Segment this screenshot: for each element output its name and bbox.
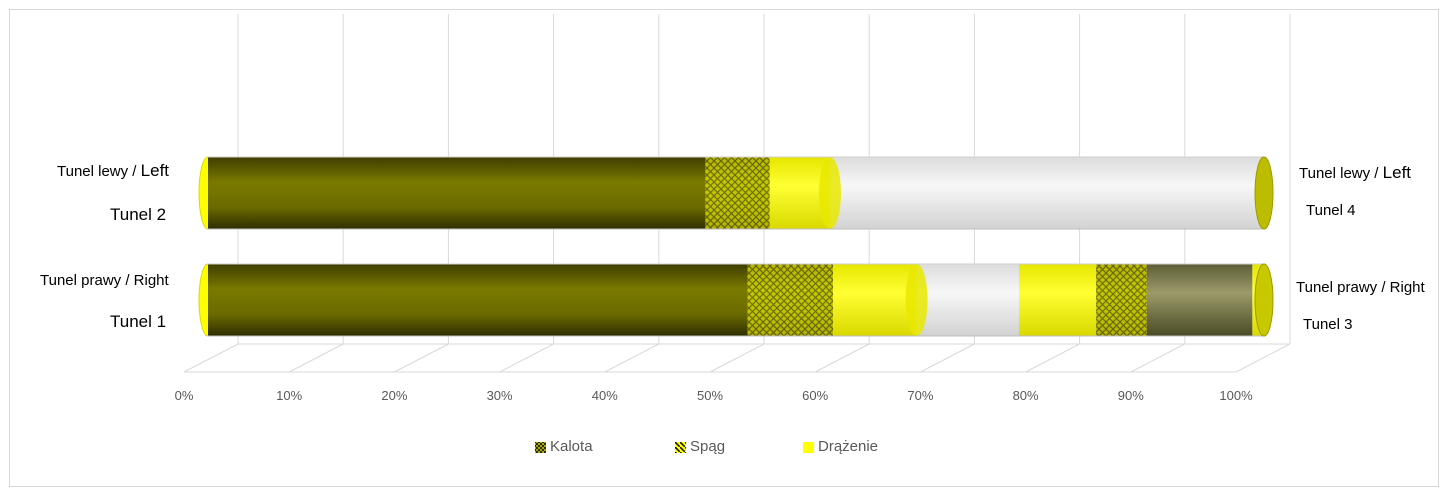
x-tick-label: 20% — [381, 388, 407, 403]
chart-frame — [9, 9, 1439, 487]
x-tick-label: 70% — [907, 388, 933, 403]
legend-swatch-drazenie — [803, 441, 814, 453]
legend-item-drazenie: Drążenie — [803, 437, 878, 457]
left-label-top-text: Tunel lewy / — [57, 163, 141, 180]
x-tick-label: 80% — [1013, 388, 1039, 403]
left-label-top-line1: Tunel lewy / Left — [57, 162, 169, 179]
bar-segment-shade — [747, 264, 834, 336]
gridline-floor — [604, 343, 660, 373]
x-tick-label: 10% — [276, 388, 302, 403]
bar-segment-shade — [1096, 264, 1147, 336]
legend-label-kalota: Kalota — [550, 438, 593, 455]
x-tick-label: 50% — [697, 388, 723, 403]
gridline-floor — [709, 343, 765, 373]
x-tick-label: 90% — [1118, 388, 1144, 403]
right-label-top-line2: Tunel 4 — [1306, 202, 1356, 219]
right-label-top-text-b: Left — [1382, 163, 1412, 182]
legend-item-spag: Spąg — [675, 437, 725, 457]
legend-label-drazenie: Drążenie — [818, 438, 879, 455]
gridline-floor — [814, 343, 870, 373]
left-label-top-text-b: Left — [140, 161, 170, 180]
bar-right-cap — [1254, 156, 1274, 230]
x-tick-label: 0% — [175, 388, 194, 403]
right-label-top-text: Tunel lewy / — [1299, 165, 1383, 182]
gridline-floor — [394, 343, 449, 373]
gridline-floor — [920, 343, 975, 373]
bar-segment-kalotalight — [1146, 264, 1253, 336]
bar-segment-shade — [705, 157, 770, 229]
legend-item-kalota: Kalota — [535, 437, 593, 457]
legend-swatch-kalota — [535, 441, 546, 453]
bar-right-cap — [1254, 263, 1274, 337]
x-tick-label: 60% — [802, 388, 828, 403]
x-tick-label: 100% — [1219, 388, 1253, 403]
gridline-floor — [1130, 343, 1186, 373]
legend-swatch-spag — [675, 441, 686, 453]
bar-segment-empty — [829, 157, 1264, 229]
right-label-bottom-line2: Tunel 3 — [1303, 316, 1353, 333]
legend-label-spag: Spąg — [690, 438, 726, 455]
left-label-bottom-line2: Tunel 1 — [110, 312, 167, 331]
gridline-floor — [499, 343, 554, 373]
bar-tunel-lewy — [198, 156, 1274, 230]
bar-segment-drenie — [833, 264, 917, 336]
x-tick-label: 30% — [487, 388, 513, 403]
bar-segment-empty — [916, 264, 1020, 336]
x-tick-label: 40% — [592, 388, 618, 403]
gridline-floor — [1025, 343, 1080, 373]
bar-tunel-prawy — [198, 263, 1274, 337]
bar-inner-cap — [905, 264, 928, 336]
right-label-top-line1: Tunel lewy / Left — [1299, 164, 1411, 181]
right-label-bottom-line1: Tunel prawy / Right — [1296, 279, 1425, 296]
legend: Kalota Spąg Drążenie — [0, 437, 1449, 457]
gridline-floor — [288, 343, 344, 373]
gridline-floor — [183, 343, 239, 373]
bar-segment-drenie — [1019, 264, 1097, 336]
left-label-bottom-line1: Tunel prawy / Right — [40, 272, 169, 289]
bar-segment-kalota — [208, 157, 706, 229]
x-tick-labels: 0% 10% 20% 30% 40% 50% 60% 70% 80% 90% 100% — [175, 388, 1253, 403]
bars — [198, 156, 1274, 337]
bar-inner-cap — [818, 157, 841, 229]
left-label-top-line2: Tunel 2 — [110, 205, 167, 224]
bar-segment-kalota — [208, 264, 748, 336]
gridline-floor — [1235, 343, 1291, 373]
